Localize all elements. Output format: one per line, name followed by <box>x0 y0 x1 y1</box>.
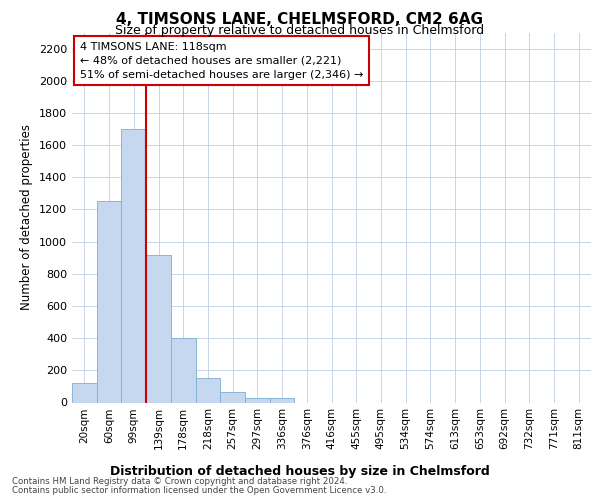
Text: Distribution of detached houses by size in Chelmsford: Distribution of detached houses by size … <box>110 465 490 478</box>
Text: Size of property relative to detached houses in Chelmsford: Size of property relative to detached ho… <box>115 24 485 37</box>
Bar <box>121 129 146 402</box>
Text: Contains HM Land Registry data © Crown copyright and database right 2024.: Contains HM Land Registry data © Crown c… <box>12 477 347 486</box>
Bar <box>146 254 171 402</box>
Bar <box>72 383 97 402</box>
Bar <box>196 378 220 402</box>
Y-axis label: Number of detached properties: Number of detached properties <box>20 124 34 310</box>
Bar <box>171 338 196 402</box>
Text: 4 TIMSONS LANE: 118sqm
← 48% of detached houses are smaller (2,221)
51% of semi-: 4 TIMSONS LANE: 118sqm ← 48% of detached… <box>80 42 363 80</box>
Text: Contains public sector information licensed under the Open Government Licence v3: Contains public sector information licen… <box>12 486 386 495</box>
Text: 4, TIMSONS LANE, CHELMSFORD, CM2 6AG: 4, TIMSONS LANE, CHELMSFORD, CM2 6AG <box>116 12 484 28</box>
Bar <box>97 202 121 402</box>
Bar <box>220 392 245 402</box>
Bar <box>245 398 270 402</box>
Bar <box>270 398 295 402</box>
